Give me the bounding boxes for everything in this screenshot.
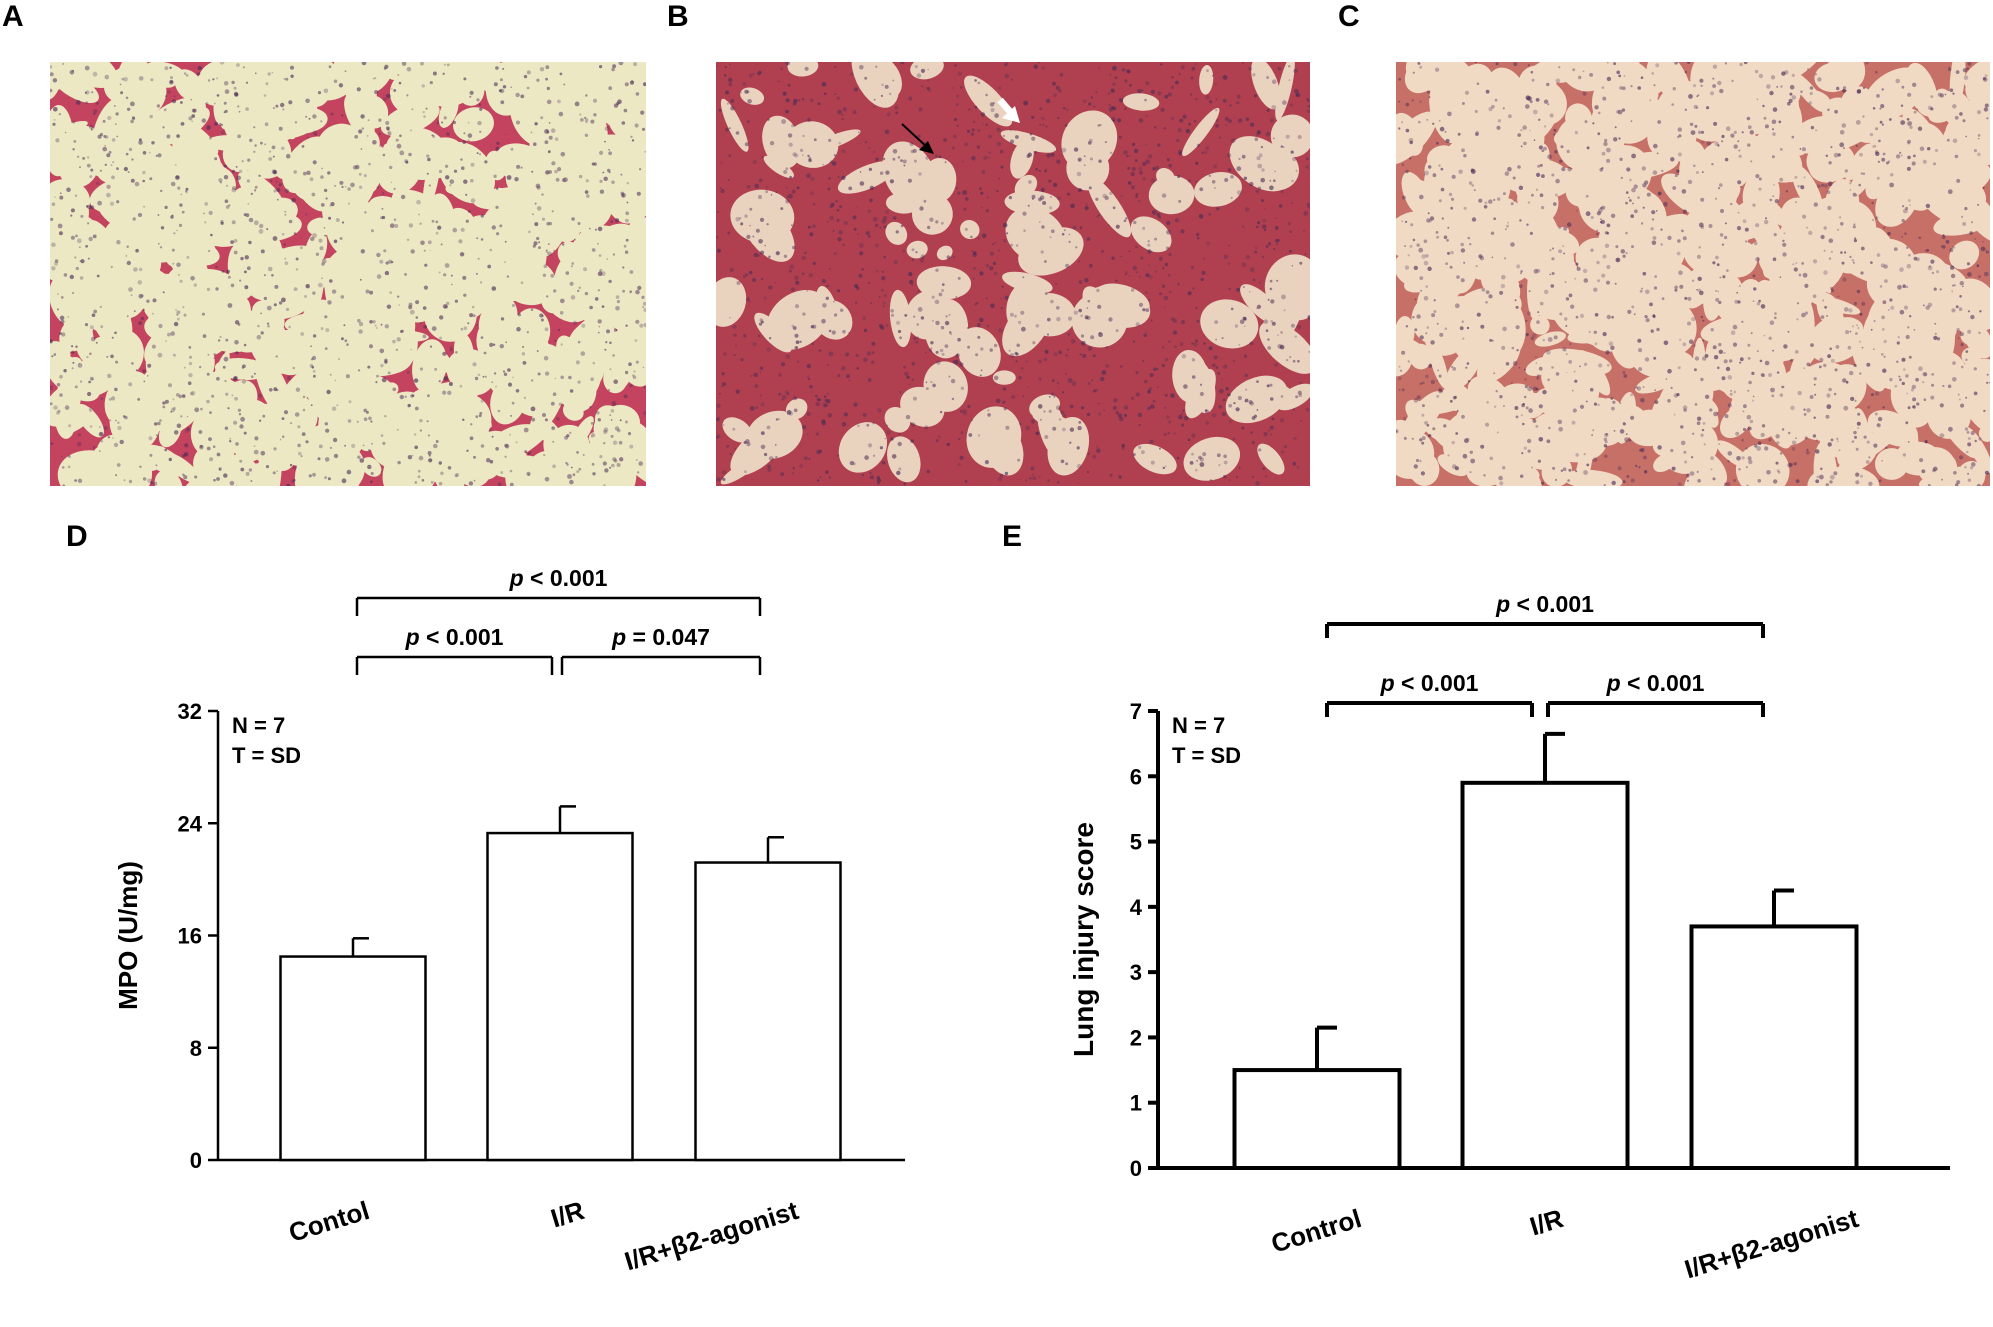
y-tick-label: 4 — [1130, 895, 1143, 920]
category-label: I/R+β2-agonist — [1681, 1203, 1862, 1284]
p-value-label: p < 0.001 — [405, 624, 504, 650]
p-value-label: p < 0.001 — [1495, 591, 1594, 617]
significance-bracket — [560, 655, 762, 675]
p-value-label: p = 0.047 — [611, 624, 710, 650]
significance-bracket — [355, 655, 554, 675]
y-tick-label: 16 — [178, 924, 202, 949]
p-value-label: p < 0.001 — [509, 565, 608, 591]
bar — [486, 831, 634, 1162]
significance-bracket — [1325, 622, 1765, 638]
annotation-text: T = SD — [232, 743, 301, 768]
micrograph-a-image — [50, 62, 646, 486]
y-tick-label: 32 — [178, 699, 202, 724]
category-label: Control — [1268, 1203, 1365, 1259]
category-label: Contol — [285, 1195, 372, 1248]
bar — [279, 955, 427, 1162]
y-tick-label: 6 — [1130, 764, 1142, 789]
micrograph-c-image — [1396, 62, 1990, 486]
annotation-text: T = SD — [1172, 743, 1241, 768]
black-arrow-icon — [901, 123, 934, 154]
significance-bracket — [355, 596, 762, 616]
white-arrow-icon — [997, 97, 1020, 123]
y-tick-label: 7 — [1130, 699, 1142, 724]
y-tick-label: 2 — [1130, 1025, 1142, 1050]
significance-bracket — [1546, 701, 1765, 717]
panel-letter-e: E — [1002, 520, 1023, 553]
y-tick-label: 3 — [1130, 960, 1142, 985]
y-axis-label: MPO (U/mg) — [113, 861, 143, 1010]
significance-bracket — [1325, 701, 1534, 717]
y-tick-label: 24 — [178, 811, 203, 836]
bar — [1232, 1068, 1402, 1170]
y-tick-label: 0 — [1130, 1156, 1142, 1181]
y-axis-label: Lung injury score — [1068, 822, 1099, 1057]
y-tick-label: 0 — [190, 1148, 202, 1173]
panel-letter-d: D — [66, 520, 88, 553]
p-value-label: p < 0.001 — [1380, 670, 1479, 696]
y-tick-label: 8 — [190, 1036, 202, 1061]
annotation-text: N = 7 — [232, 713, 285, 738]
p-value-label: p < 0.001 — [1606, 670, 1705, 696]
category-label: I/R — [1526, 1203, 1567, 1241]
annotation-text: N = 7 — [1172, 713, 1225, 738]
micrograph-b-image — [716, 62, 1310, 486]
panel-letter-c: C — [1338, 0, 1360, 33]
bar — [1460, 780, 1630, 1170]
bar — [1689, 924, 1859, 1171]
panel-letter-a: A — [2, 0, 24, 33]
panel-letter-b: B — [667, 0, 689, 33]
y-tick-label: 5 — [1130, 830, 1142, 855]
bar — [694, 861, 842, 1162]
y-tick-label: 1 — [1130, 1091, 1142, 1116]
category-label: I/R — [547, 1195, 588, 1233]
category-label: I/R+β2-agonist — [621, 1195, 802, 1276]
